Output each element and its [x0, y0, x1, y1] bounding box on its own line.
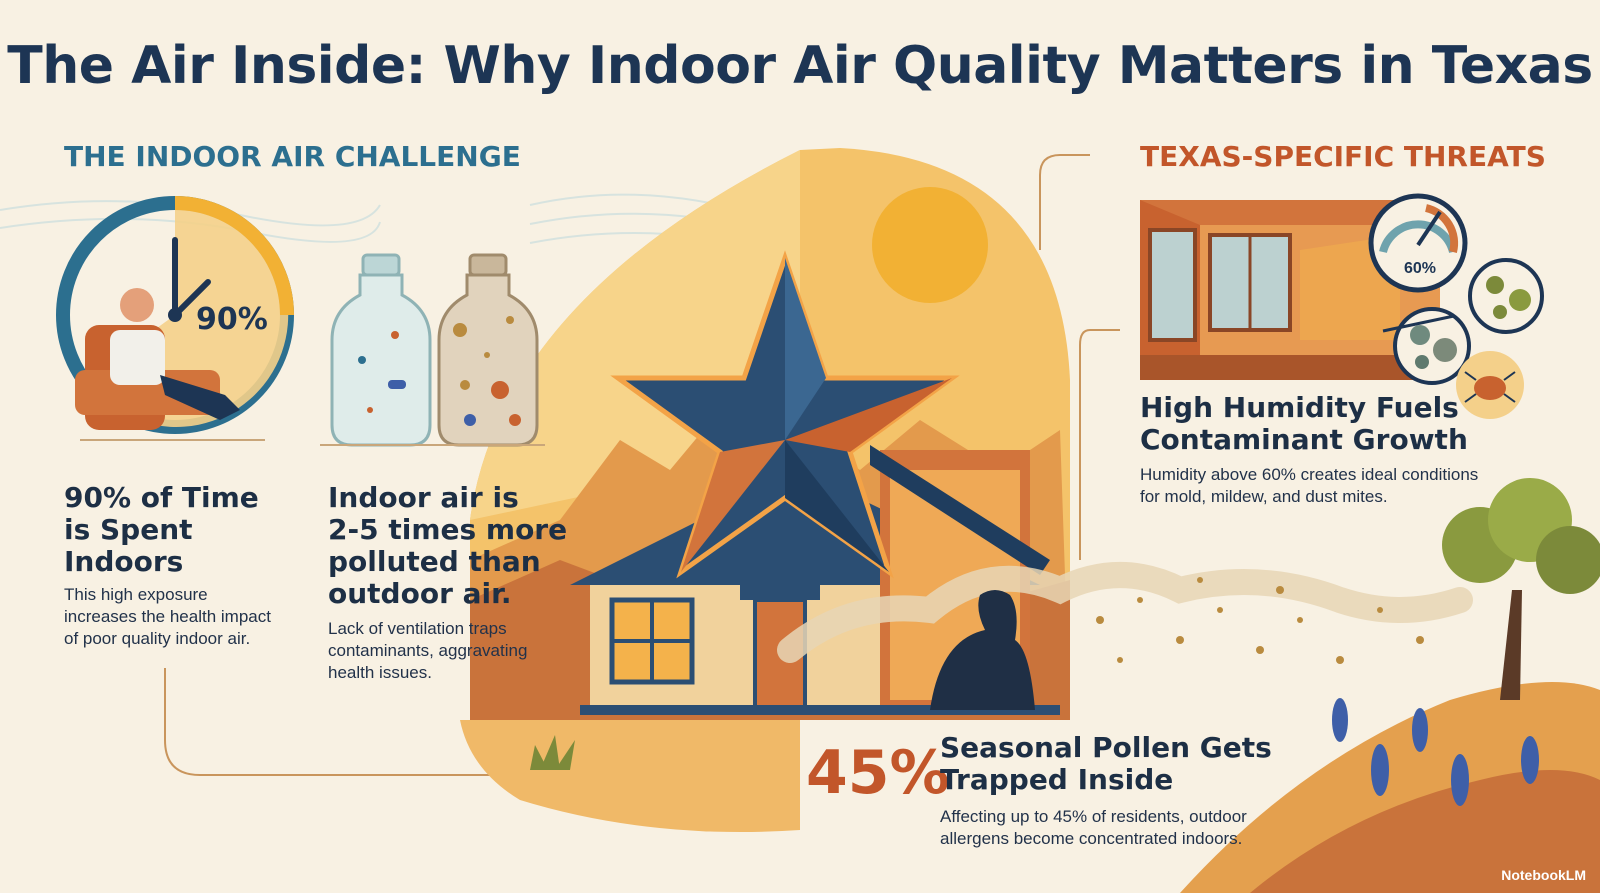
- texas-star-icon: [610, 250, 960, 579]
- stat-humidity: High Humidity Fuels Contaminant Growth H…: [1140, 392, 1478, 508]
- sun-icon: [872, 187, 988, 303]
- page-title: The Air Inside: Why Indoor Air Quality M…: [7, 36, 1593, 96]
- stat-title-line: 90% of Time: [64, 481, 259, 514]
- stat-desc-line: increases the health impact: [64, 607, 271, 626]
- stat-desc-line: Humidity above 60% creates ideal conditi…: [1140, 465, 1479, 484]
- humidity-gauge-icon: [1368, 193, 1468, 293]
- dust-mite-icon: [1456, 351, 1524, 419]
- pollen-big-stat: 45%: [806, 738, 950, 808]
- polluted-jar-icon: [437, 253, 539, 447]
- armchair-person-icon: [75, 288, 265, 441]
- mold-spore-icon: [1393, 258, 1544, 385]
- stat-desc-line: This high exposure: [64, 585, 208, 604]
- stat-desc-line: allergens become concentrated indoors.: [940, 829, 1243, 848]
- stat-title-line: polluted than: [328, 545, 541, 578]
- humidity-gauge-label: 60%: [1404, 260, 1437, 277]
- brand-watermark: NotebookLM: [1501, 867, 1586, 883]
- tree-icon: [1442, 478, 1600, 700]
- stat-title-line: Indoors: [64, 545, 184, 578]
- section-heading-texas-threats: TEXAS-SPECIFIC THREATS: [1140, 140, 1546, 173]
- stat-desc-line: contaminants, aggravating: [328, 641, 528, 660]
- stat-title-line: is Spent: [64, 513, 193, 546]
- clean-jar-icon: [330, 253, 432, 447]
- stat-pollen: Seasonal Pollen Gets Trapped Inside Affe…: [940, 732, 1272, 850]
- stat-desc-line: of poor quality indoor air.: [64, 629, 251, 648]
- stat-title-line: Contaminant Growth: [1140, 423, 1468, 456]
- stat-title-line: High Humidity Fuels: [1140, 391, 1459, 424]
- bluebonnet-icon: [1332, 698, 1539, 806]
- clock-percent-label: 90%: [196, 302, 268, 337]
- stat-indoor-pollution: Indoor air is 2-5 times more polluted th…: [328, 482, 567, 684]
- stat-title-line: Seasonal Pollen Gets: [940, 731, 1272, 764]
- stat-title-line: outdoor air.: [328, 577, 512, 610]
- stat-desc-line: health issues.: [328, 663, 432, 682]
- humid-room-illustration: [1140, 200, 1440, 380]
- stat-title-line: 2-5 times more: [328, 513, 568, 546]
- stat-desc-line: Affecting up to 45% of residents, outdoo…: [940, 807, 1247, 826]
- stat-title-line: Trapped Inside: [940, 763, 1174, 796]
- pollen-cloud: [777, 562, 1473, 664]
- person-breathing-icon: [930, 590, 1035, 710]
- stat-desc-line: Lack of ventilation traps: [328, 619, 507, 638]
- section-heading-indoor-challenge: THE INDOOR AIR CHALLENGE: [64, 140, 521, 173]
- stat-title-line: Indoor air is: [328, 481, 519, 514]
- stat-time-indoors: 90% of Time is Spent Indoors This high e…: [64, 482, 271, 650]
- stat-desc-line: for mold, mildew, and dust mites.: [1140, 487, 1388, 506]
